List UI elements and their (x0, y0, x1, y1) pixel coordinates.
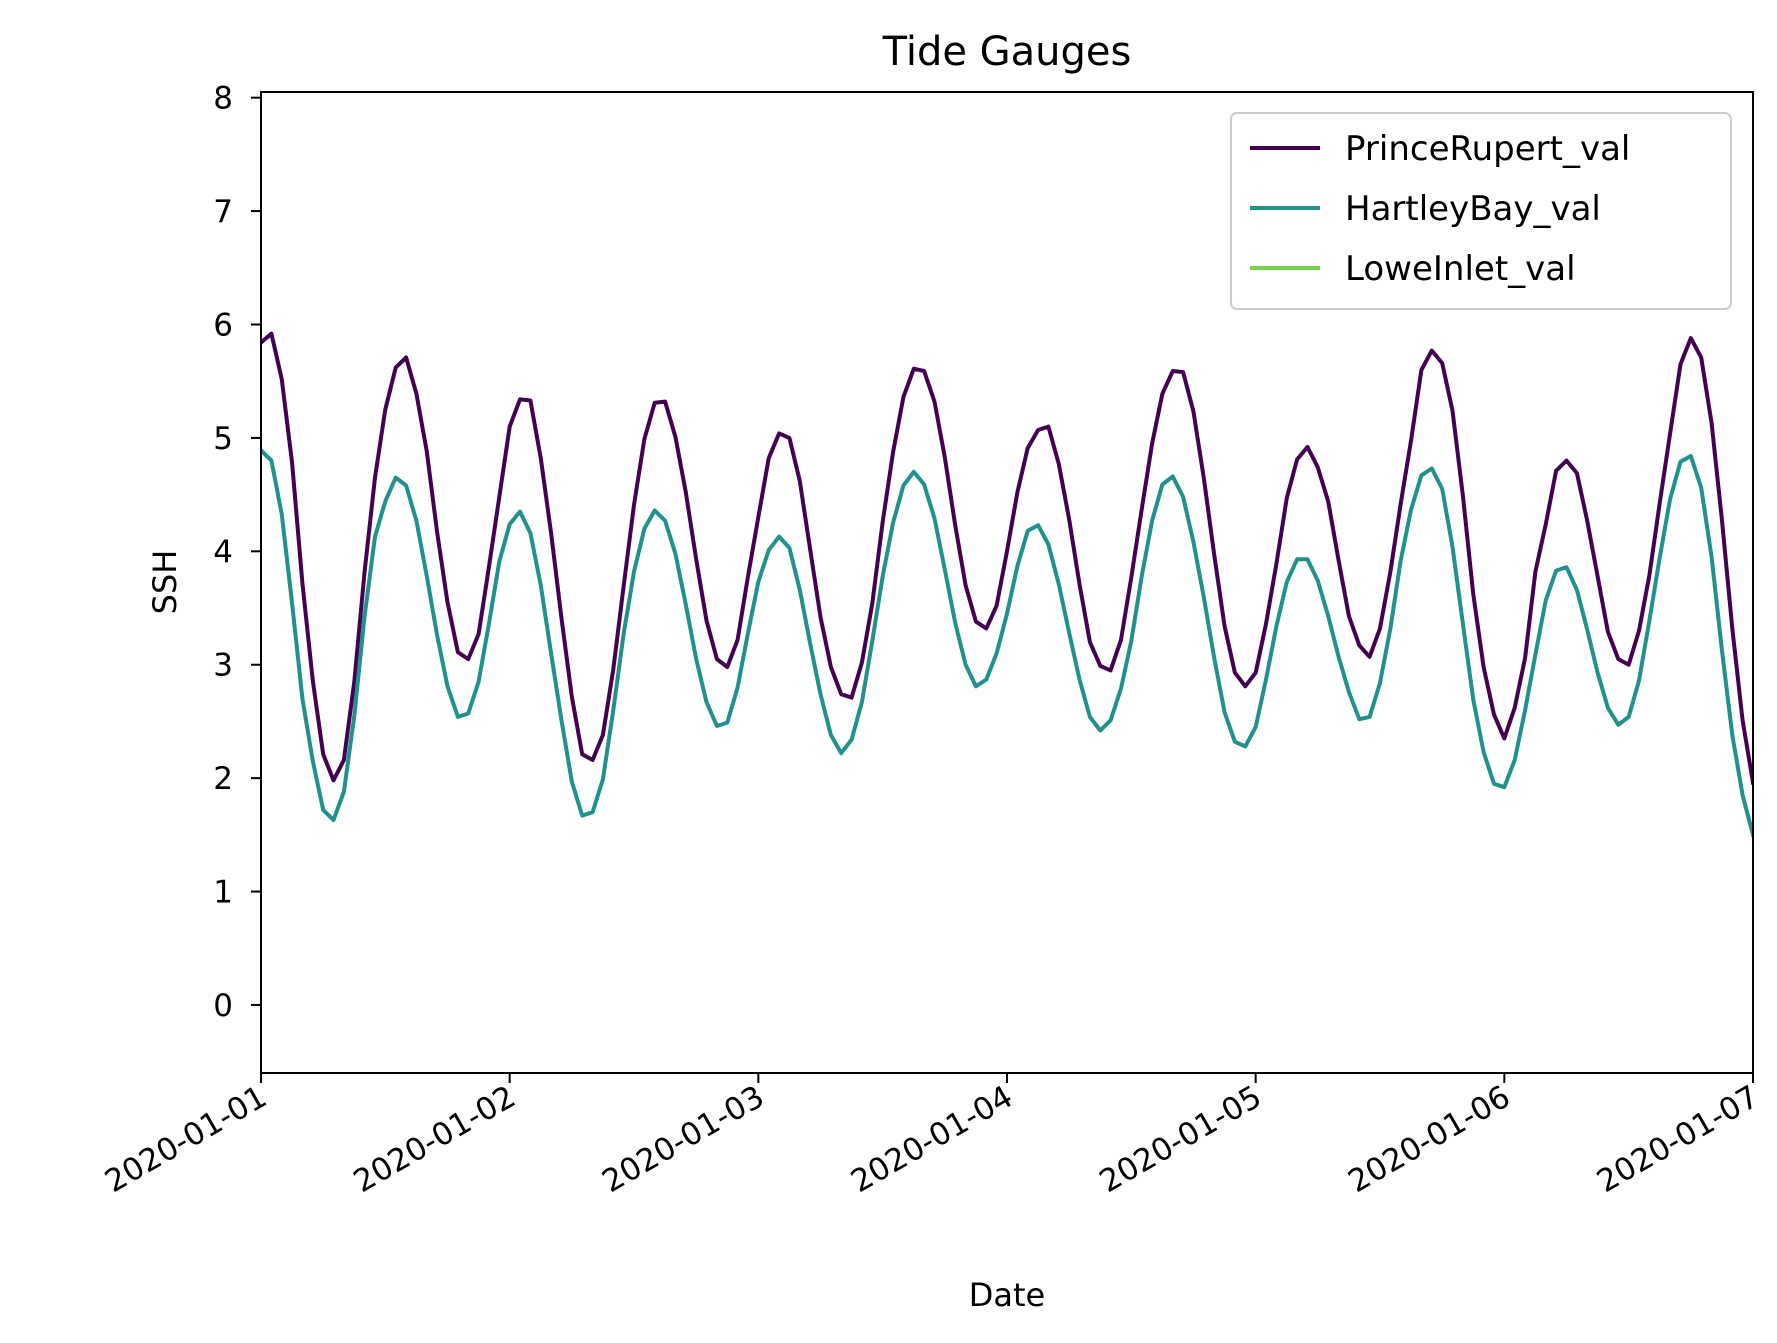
legend-label-0: PrinceRupert_val (1345, 129, 1630, 169)
y-tick-label: 6 (213, 307, 233, 343)
y-axis-label: SSH (146, 550, 184, 615)
y-tick-label: 3 (213, 648, 233, 684)
y-tick-label: 4 (213, 534, 233, 570)
series-line-1 (261, 447, 1753, 838)
series-layer (261, 331, 1753, 838)
y-tick-label: 0 (213, 988, 233, 1024)
legend: PrinceRupert_val HartleyBay_val LoweInlet_… (1230, 112, 1732, 310)
legend-box (1230, 112, 1732, 310)
legend-label-2: LoweInlet_val (1345, 249, 1576, 289)
y-tick-label: 2 (213, 761, 233, 797)
y-tick-label: 7 (213, 194, 233, 230)
y-tick-label: 8 (213, 81, 233, 117)
y-axis: 0 1 2 3 4 5 6 7 8 (213, 81, 261, 1024)
chart-title: Tide Gauges (882, 29, 1132, 75)
legend-label-1: HartleyBay_val (1345, 189, 1601, 229)
y-tick-label: 5 (213, 421, 233, 457)
series-line-0 (261, 331, 1753, 786)
x-axis-label: Date (969, 1276, 1045, 1314)
y-tick-label: 1 (213, 875, 233, 911)
